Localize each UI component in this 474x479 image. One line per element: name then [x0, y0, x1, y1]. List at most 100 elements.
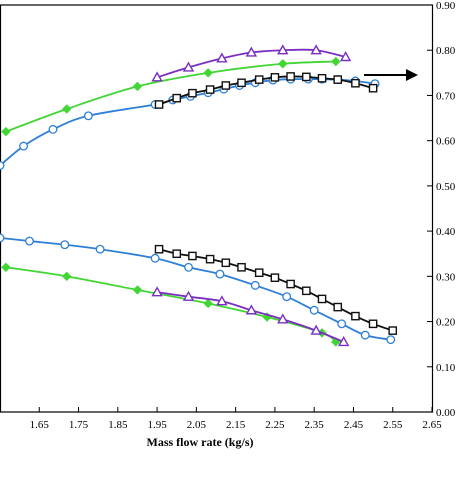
square-marker: [154, 244, 164, 254]
y-tick-label-right: 0.60: [436, 136, 456, 148]
x-tick-label: 2.65: [422, 419, 442, 431]
square-marker: [270, 273, 280, 282]
triangle-marker: [151, 71, 163, 82]
square-marker: [205, 85, 215, 94]
square-marker: [237, 262, 246, 272]
x-tick-label: 1.75: [69, 419, 89, 431]
square-marker: [286, 72, 295, 81]
triangle-marker: [277, 313, 289, 324]
diamond-marker: [203, 68, 213, 78]
square-marker: [368, 319, 378, 329]
diamond-marker: [278, 59, 288, 69]
x-tick-label: 2.55: [383, 419, 403, 431]
circle-marker: [0, 233, 5, 243]
y-tick-label-right: 0.80: [436, 45, 456, 57]
diamond-marker: [1, 126, 11, 137]
triangle-marker: [216, 295, 228, 306]
square-marker: [221, 258, 231, 268]
annotation-arrow: [364, 69, 418, 81]
square-marker: [286, 279, 295, 289]
triangle-marker: [182, 61, 195, 72]
y-tick-label-right: 0.40: [436, 226, 456, 238]
square-marker: [221, 81, 231, 90]
square-marker: [172, 249, 182, 259]
triangle-marker: [277, 44, 289, 55]
circle-marker: [150, 253, 160, 263]
square-marker: [351, 311, 360, 321]
plot-frame: [0, 4, 434, 413]
square-marker: [237, 78, 246, 88]
diamond-marker: [132, 81, 143, 92]
x-tick-label: 1.65: [30, 419, 50, 431]
diamond-marker: [203, 298, 213, 309]
arrow-head: [406, 69, 418, 81]
square-marker: [302, 286, 311, 296]
y-tick-label-right: 0.90: [436, 0, 456, 12]
x-tick-label: 2.25: [265, 419, 285, 431]
y-tick-label-right: 0.70: [436, 90, 456, 102]
y-tick-label-right: 0.00: [436, 407, 456, 419]
square-marker: [302, 72, 311, 82]
y-tick-label-right: 0.30: [436, 271, 456, 283]
square-marker: [333, 75, 343, 84]
square-marker: [172, 93, 182, 103]
axis-layer: 1.65 1.75 1.85 1.95 2.05 2.15 2.25 2.35 2.45 2.55…: [30, 0, 456, 431]
square-marker: [351, 78, 360, 88]
square-marker: [368, 83, 378, 93]
series-lower-circle: [0, 233, 396, 345]
circle-marker: [25, 236, 34, 246]
x-tick-label: 2.45: [344, 419, 364, 431]
series-upper-triangle: [151, 44, 352, 82]
circle-marker: [95, 244, 105, 254]
square-marker: [333, 302, 343, 312]
square-marker: [388, 326, 398, 335]
square-marker: [188, 251, 197, 261]
series-lower-triangle: [151, 286, 350, 347]
x-tick-label: 2.15: [226, 419, 246, 431]
series-upper-square: [154, 72, 378, 109]
square-marker: [205, 254, 215, 264]
triangle-marker: [310, 44, 322, 55]
circle-marker: [309, 305, 319, 315]
diamond-marker: [62, 104, 72, 114]
diamond-marker: [132, 285, 143, 295]
x-tick-label: 1.85: [108, 419, 128, 431]
circle-marker: [184, 262, 193, 272]
triangle-marker: [310, 324, 322, 335]
circle-marker: [386, 335, 396, 345]
square-marker: [188, 88, 197, 98]
series-layer: [0, 44, 398, 347]
diamond-marker: [331, 56, 341, 67]
triangle-marker: [216, 52, 228, 63]
y-tick-label-right: 0.50: [436, 181, 456, 193]
circle-marker: [250, 280, 260, 290]
triangle-marker: [339, 51, 352, 62]
y-tick-label-right: 0.10: [436, 362, 456, 374]
plot-border: [0, 4, 434, 413]
series-lower-square: [154, 244, 398, 335]
x-tick-label: 1.95: [147, 419, 167, 431]
square-marker: [317, 294, 327, 304]
circle-marker: [19, 141, 29, 151]
circle-marker: [60, 240, 70, 250]
circle-marker: [48, 124, 58, 134]
square-marker: [270, 73, 280, 82]
x-axis-title: Mass flow rate (kg/s): [147, 435, 254, 449]
circle-marker: [215, 269, 225, 279]
triangle-marker: [182, 290, 195, 301]
x-tick-label: 2.35: [305, 419, 325, 431]
square-marker: [254, 75, 264, 84]
circle-marker: [83, 111, 93, 121]
triangle-marker: [245, 304, 258, 315]
circle-marker: [0, 161, 5, 170]
triangle-marker: [151, 286, 163, 297]
circle-marker: [360, 330, 370, 340]
square-marker: [254, 268, 264, 278]
triangle-marker: [337, 335, 350, 347]
x-tick-label: 2.05: [187, 419, 207, 431]
triangle-marker: [245, 46, 258, 57]
circle-marker: [337, 319, 347, 329]
